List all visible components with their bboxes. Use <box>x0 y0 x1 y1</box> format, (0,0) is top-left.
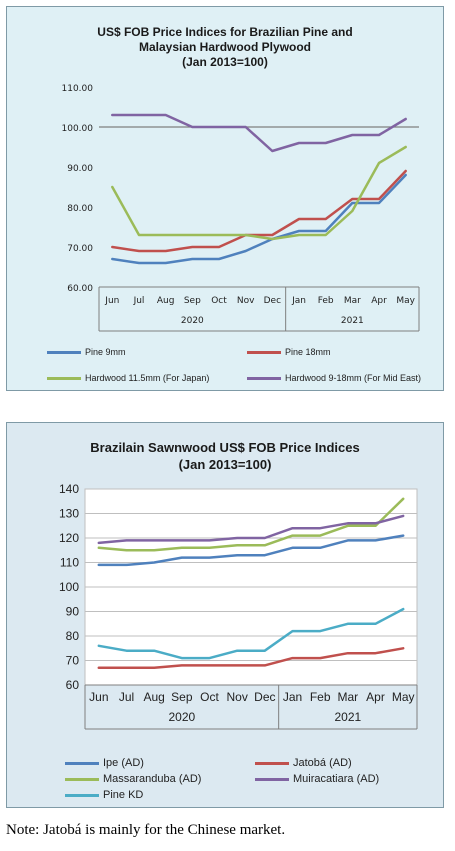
y-tick-label: 60.00 <box>67 284 93 294</box>
legend-swatch <box>255 761 289 765</box>
x-tick-label: Sep <box>171 690 193 704</box>
legend-swatch <box>47 351 81 355</box>
series-line <box>97 647 405 670</box>
chart-title-line: (Jan 2013=100) <box>182 55 268 69</box>
y-tick-label: 140 <box>59 482 79 496</box>
x-tick-label: Apr <box>371 296 387 306</box>
chart-title: Brazilain Sawnwood US$ FOB Price Indices… <box>7 439 443 473</box>
y-tick-label: 90.00 <box>67 164 93 174</box>
y-tick-label: 100 <box>59 580 79 594</box>
x-tick-label: Jul <box>133 296 145 306</box>
x-tick-label: Nov <box>226 690 247 704</box>
sawnwood-chart-panel: Brazilain Sawnwood US$ FOB Price Indices… <box>6 422 444 808</box>
x-tick-label: Aug <box>143 690 164 704</box>
legend-item: Hardwood 11.5mm (For Japan) <box>47 373 209 383</box>
x-tick-label: Apr <box>366 690 385 704</box>
chart-title-line: Malaysian Hardwood Plywood <box>138 40 312 54</box>
legend-label: Pine KD <box>103 789 144 801</box>
y-tick-label: 60 <box>66 678 80 692</box>
x-tick-label: Jun <box>89 690 108 704</box>
legend-item: Pine 9mm <box>47 347 126 357</box>
legend-swatch <box>65 793 99 797</box>
plywood-chart-plot: 60.00 70.00 80.00 90.00 100.00 110.00 Jun Jul Au… <box>62 84 420 332</box>
series-line <box>97 534 405 567</box>
series-line <box>111 145 407 241</box>
legend-swatch <box>65 777 99 781</box>
legend-item: Muiracatiara (AD) <box>255 773 379 785</box>
y-tick-label: 100.00 <box>62 124 94 134</box>
x-tick-label: Mar <box>337 690 358 704</box>
legend-label: Jatobá (AD) <box>293 757 352 769</box>
series-line <box>111 113 407 153</box>
y-tick-label: 90 <box>66 605 80 619</box>
legend-item: Hardwood 9-18mm (For Mid East) <box>247 373 421 383</box>
x-tick-label: Nov <box>237 296 255 306</box>
legend-label: Pine 9mm <box>85 347 126 357</box>
series-line <box>111 169 407 253</box>
legend-item: Pine KD <box>65 789 143 801</box>
chart-title-line: US$ FOB Price Indices for Brazilian Pine… <box>97 25 353 39</box>
series-line <box>97 514 405 545</box>
x-tick-label: Jan <box>283 690 302 704</box>
x-tick-label: Oct <box>211 296 227 306</box>
x-tick-label: Dec <box>254 690 275 704</box>
legend-label: Muiracatiara (AD) <box>293 773 380 785</box>
legend-swatch <box>65 761 99 765</box>
x-tick-label: Sep <box>184 296 201 306</box>
legend-label: Hardwood 11.5mm (For Japan) <box>85 373 210 383</box>
legend-label: Ipe (AD) <box>103 757 144 769</box>
y-tick-label: 110.00 <box>62 84 94 94</box>
x-tick-label: May <box>396 296 415 306</box>
y-tick-label: 80.00 <box>67 204 93 214</box>
y-tick-label: 110 <box>60 556 79 570</box>
chart-title-line: (Jan 2013=100) <box>178 457 272 472</box>
legend-label: Hardwood 9-18mm (For Mid East) <box>285 373 422 383</box>
x-tick-label: Mar <box>344 296 361 306</box>
y-tick-label: 130 <box>59 507 79 521</box>
x-tick-label: Dec <box>264 296 281 306</box>
legend-item: Massaranduba (AD) <box>65 773 201 785</box>
y-tick-label: 70 <box>66 654 80 668</box>
legend-item: Ipe (AD) <box>65 757 144 769</box>
series-line <box>97 497 405 552</box>
y-tick-label: 120 <box>59 531 79 545</box>
sawnwood-chart-plot: 60 70 80 90 100 110 120 130 140 Jun Jul Aug Sep Oct No… <box>59 482 418 730</box>
x-tick-label: Feb <box>310 690 331 704</box>
footnote: Note: Jatobá is mainly for the Chinese m… <box>6 822 286 838</box>
chart-title-line: Brazilain Sawnwood US$ FOB Price Indices <box>90 440 360 455</box>
legend-swatch <box>255 777 289 781</box>
y-tick-label: 70.00 <box>67 244 93 254</box>
chart-title: US$ FOB Price Indices for Brazilian Pine… <box>7 25 443 70</box>
plywood-chart-panel: US$ FOB Price Indices for Brazilian Pine… <box>6 6 444 391</box>
x-group-label: 2021 <box>334 710 361 724</box>
x-tick-label: Jun <box>104 296 119 306</box>
x-tick-label: May <box>392 690 415 704</box>
series-line <box>97 607 405 660</box>
plot-area <box>98 86 420 288</box>
legend-item: Jatobá (AD) <box>255 757 352 769</box>
legend-item: Pine 18mm <box>247 347 331 357</box>
x-tick-label: Aug <box>157 296 175 306</box>
x-tick-label: Oct <box>200 690 219 704</box>
x-tick-label: Jan <box>291 296 306 306</box>
legend-swatch <box>47 377 81 381</box>
x-group-label: 2020 <box>181 316 204 326</box>
x-tick-label: Jul <box>119 690 134 704</box>
x-tick-label: Feb <box>318 296 334 306</box>
x-group-label: 2020 <box>168 710 195 724</box>
x-group-label: 2021 <box>341 316 364 326</box>
legend-label: Pine 18mm <box>285 347 331 357</box>
legend-label: Massaranduba (AD) <box>103 773 202 785</box>
legend-swatch <box>247 351 281 355</box>
legend-swatch <box>247 377 281 381</box>
y-tick-label: 80 <box>66 629 80 643</box>
